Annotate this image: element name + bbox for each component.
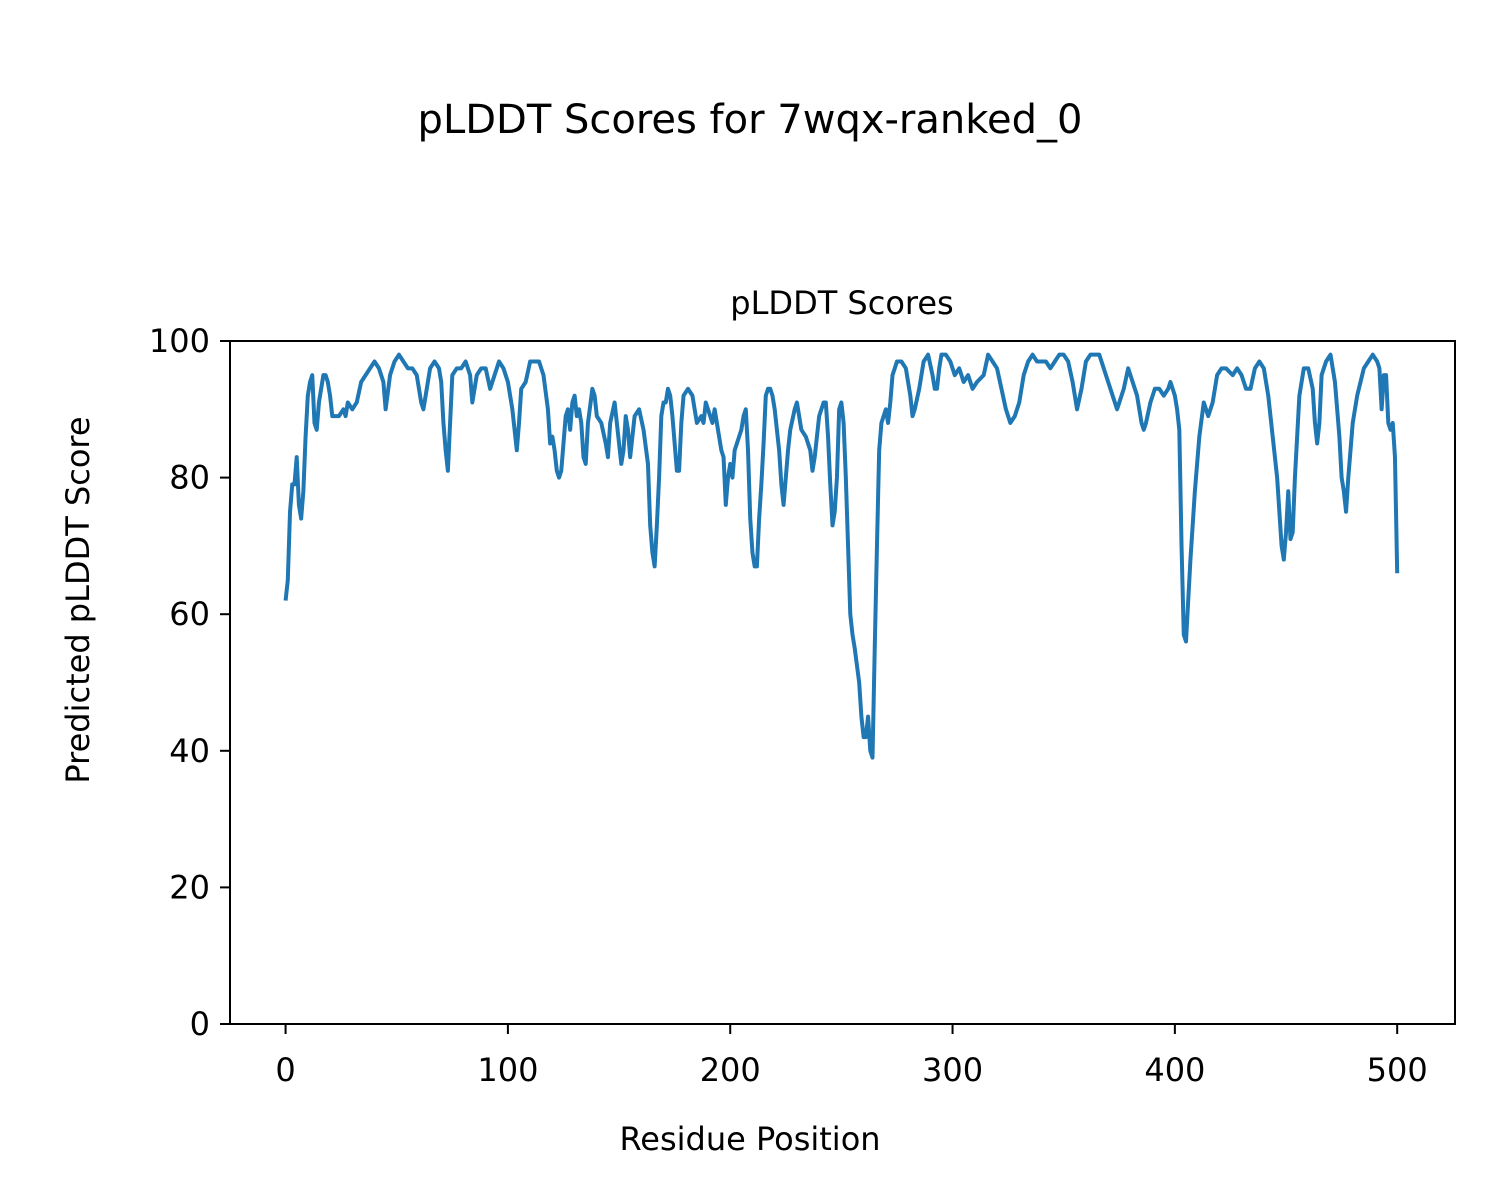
x-tick-label: 500 <box>1367 1051 1428 1089</box>
x-tick-label: 400 <box>1144 1051 1205 1089</box>
x-tick-label: 0 <box>275 1051 295 1089</box>
y-tick-label: 80 <box>169 459 210 497</box>
x-axis-label: Residue Position <box>619 1120 880 1158</box>
line <box>283 352 1400 760</box>
x-tick-label: 300 <box>922 1051 983 1089</box>
axes-frame <box>229 340 1456 1025</box>
y-tick-label: 60 <box>169 595 210 633</box>
x-tick-label: 100 <box>477 1051 538 1089</box>
chart-title: pLDDT Scores for 7wqx-ranked_0 <box>418 97 1083 143</box>
y-tick-label: 100 <box>149 322 210 360</box>
y-tick-label: 0 <box>190 1005 210 1043</box>
y-tick-label: 40 <box>169 732 210 770</box>
x-tick-label: 200 <box>700 1051 761 1089</box>
y-axis-label: Predicted pLDDT Score <box>59 416 97 783</box>
y-tick-label: 20 <box>169 868 210 906</box>
axes-title: pLDDT Scores <box>730 284 953 322</box>
